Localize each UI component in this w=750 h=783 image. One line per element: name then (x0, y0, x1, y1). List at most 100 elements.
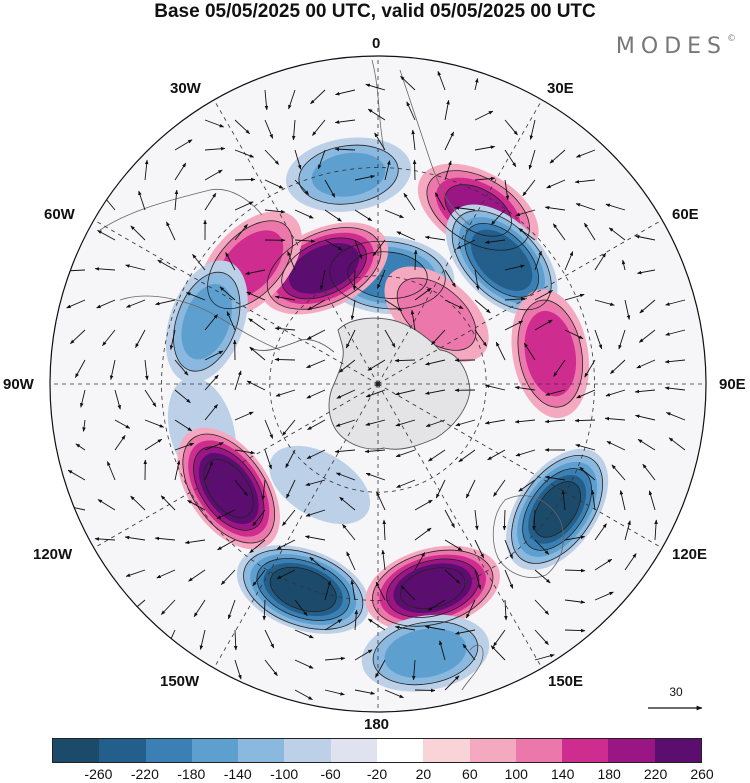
wind-vector (305, 479, 326, 486)
wind-vector (549, 149, 566, 164)
wind-vector (294, 659, 314, 669)
wind-vector (124, 535, 146, 541)
wind-vector (306, 389, 326, 399)
wind-vector (324, 689, 345, 696)
anomaly-band (269, 445, 371, 525)
chart-title: Base 05/05/2025 00 UTC, valid 05/05/2025… (154, 1, 596, 22)
wind-vector (305, 509, 326, 517)
wind-vector (618, 329, 626, 350)
wind-vector (233, 629, 238, 651)
wind-vector (495, 341, 506, 361)
colorbar-tick-label: -60 (320, 766, 341, 782)
contour-line (256, 558, 350, 621)
wind-vector (324, 209, 342, 222)
wind-vector (619, 490, 626, 511)
wind-vector (534, 569, 551, 584)
wind-vector (193, 599, 206, 618)
wind-vector (234, 659, 242, 680)
wind-vector (458, 449, 476, 463)
wind-vector (394, 625, 416, 631)
wind-vector (504, 320, 524, 331)
vector-scale-label: 30 (669, 685, 683, 699)
wind-vector (437, 70, 446, 91)
wind-vector (665, 329, 686, 336)
contour-line (193, 446, 265, 531)
wind-vector (324, 239, 343, 251)
wind-vector (199, 629, 206, 650)
wind-vector (375, 659, 386, 678)
wind-vector (154, 536, 176, 541)
lon-label-60w: 60W (44, 206, 75, 223)
wind-vector (307, 299, 326, 311)
wind-vector (648, 490, 656, 511)
wind-vector (424, 235, 446, 241)
wind-vector (411, 129, 416, 151)
wind-vector (345, 329, 356, 349)
wind-vector (504, 539, 513, 560)
wind-vector (372, 239, 386, 257)
copyright-mark: © (727, 34, 736, 44)
wind-vector (534, 539, 550, 555)
wind-vector (204, 169, 223, 181)
meridian-line (377, 383, 543, 669)
wind-vector (610, 359, 626, 375)
wind-vector (225, 252, 236, 271)
wind-vector (155, 299, 176, 306)
wind-vector (234, 177, 256, 182)
wind-vector (474, 78, 479, 91)
colorbar-tick-label: 220 (643, 766, 668, 782)
lon-label-90w: 90W (3, 376, 34, 393)
colorbar-tick-label: 140 (551, 766, 575, 782)
wind-vector (204, 442, 224, 451)
brand-text: MODES (615, 34, 727, 59)
wind-vector (518, 479, 536, 492)
map-border (49, 55, 707, 713)
wind-vector (395, 449, 416, 458)
wind-vector (70, 329, 86, 345)
wind-vector (414, 688, 436, 693)
wind-vector (144, 159, 149, 181)
wind-vector (376, 269, 386, 289)
wind-vector (216, 509, 236, 520)
wind-vector (606, 440, 626, 451)
wind-vector (545, 389, 566, 396)
wind-vector (160, 495, 176, 511)
contour-line (347, 251, 428, 299)
south-america-coast (99, 188, 281, 351)
wind-vector (639, 299, 656, 314)
wind-vector (75, 359, 86, 378)
wind-vector (552, 223, 566, 241)
wind-vector (465, 479, 476, 499)
wind-vector (144, 419, 165, 428)
contour-line (511, 454, 604, 564)
wind-vector (204, 146, 226, 151)
wind-vector (294, 689, 313, 700)
wind-vector (474, 110, 494, 121)
wind-vector (102, 329, 116, 346)
wind-vector (204, 119, 225, 128)
lon-label-90e: 90E (719, 376, 746, 393)
wind-vector (367, 359, 386, 371)
wind-vector (384, 329, 396, 348)
wind-vector (396, 479, 416, 488)
wind-vector (484, 239, 506, 244)
contour-line (266, 227, 382, 310)
wind-vector (594, 252, 607, 271)
wind-vector (605, 389, 626, 397)
wind-vector (374, 132, 386, 151)
wind-vector (312, 119, 326, 136)
wind-vector (306, 449, 326, 460)
wind-vector (444, 675, 460, 691)
wind-vector (634, 389, 656, 394)
wind-vector (487, 449, 506, 461)
wind-vector (288, 89, 296, 110)
wind-vector (324, 619, 343, 631)
contour-line (182, 433, 276, 544)
wind-vector (534, 290, 553, 301)
wind-vector (286, 479, 296, 499)
wind-vector (217, 539, 236, 551)
colorbar-swatch (469, 739, 516, 762)
wind-vector (130, 225, 146, 241)
wind-vector (493, 479, 506, 497)
wind-vector (564, 293, 585, 301)
